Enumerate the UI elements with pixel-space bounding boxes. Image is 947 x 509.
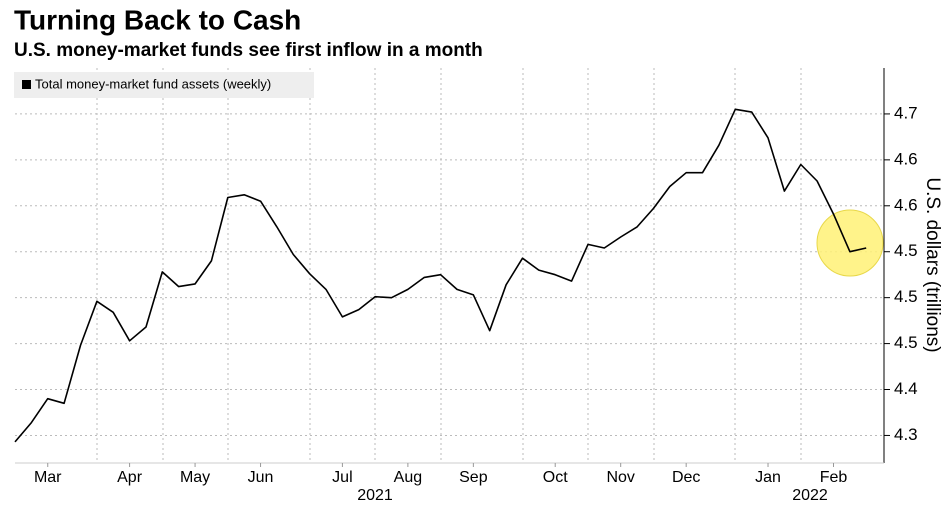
x-tick-label: May xyxy=(180,469,210,486)
x-tick-label: Jan xyxy=(755,469,781,486)
x-tick-label: Aug xyxy=(394,469,422,486)
y-tick-label: 4.5 xyxy=(894,241,918,260)
y-tick-label: 4.6 xyxy=(894,195,918,214)
y-tick-label: 4.3 xyxy=(894,425,918,444)
x-tick-label: Feb xyxy=(820,469,848,486)
x-tick-label: Jun xyxy=(248,469,274,486)
x-tick-label: Nov xyxy=(606,469,634,486)
line-series xyxy=(14,108,867,443)
y-tick-label: 4.5 xyxy=(894,287,918,306)
chart-title: Turning Back to Cash xyxy=(14,4,301,35)
y-tick-label: 4.7 xyxy=(894,103,918,122)
legend-label: Total money-market fund assets (weekly) xyxy=(35,76,271,91)
y-tick-label: 4.4 xyxy=(894,379,918,398)
plot-area xyxy=(14,68,884,463)
chart-subtitle: U.S. money-market funds see first inflow… xyxy=(14,40,483,61)
legend-swatch xyxy=(22,80,31,89)
x-tick-label: Dec xyxy=(672,469,700,486)
legend-box xyxy=(14,72,314,98)
highlight xyxy=(816,209,884,277)
year-label: 2022 xyxy=(792,487,828,504)
x-tick-label: Mar xyxy=(34,469,62,486)
y-tick-label: 4.5 xyxy=(894,333,918,352)
y-tick-label: 4.6 xyxy=(894,149,918,168)
y-axis-label: U.S. dollars (trillions) xyxy=(922,177,943,352)
x-tick-label: Sep xyxy=(459,469,488,486)
x-tick-label: Oct xyxy=(543,469,568,486)
year-label: 2021 xyxy=(357,487,393,504)
x-tick-label: Jul xyxy=(332,469,352,486)
x-tick-label: Apr xyxy=(117,469,143,486)
